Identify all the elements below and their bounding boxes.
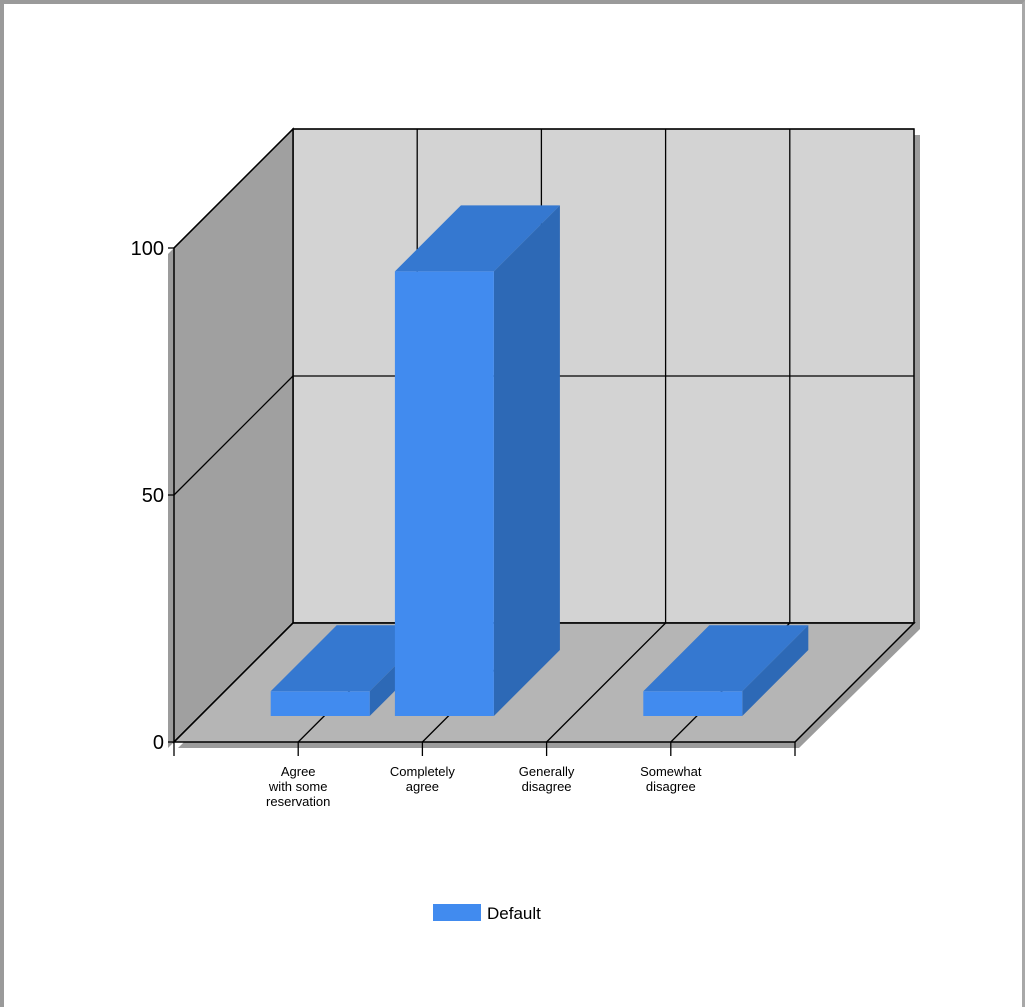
x-tick-label: Generally disagree xyxy=(519,764,575,794)
bar-front xyxy=(394,271,494,716)
gridline-side-100 xyxy=(173,128,294,249)
gridline-floor xyxy=(546,622,667,743)
bar-top xyxy=(643,625,809,692)
x-tick-label: Agree with some reservation xyxy=(266,764,330,809)
gridline-side-0 xyxy=(173,622,294,743)
bar-1 xyxy=(394,205,560,716)
bar-3 xyxy=(643,625,809,716)
legend-label: Default xyxy=(487,904,541,923)
legend-swatch xyxy=(433,904,481,921)
y-tick-label: 50 xyxy=(142,485,164,507)
bar-front xyxy=(643,691,743,716)
bar-top xyxy=(270,625,436,692)
bar-side xyxy=(742,625,809,716)
y-tick-label: 100 xyxy=(131,238,164,260)
y-tick-label: 0 xyxy=(153,732,164,754)
bar-front xyxy=(270,691,370,716)
axes xyxy=(168,247,796,756)
legend: Default xyxy=(433,904,541,923)
bar-top xyxy=(394,205,560,272)
x-tick-label: Somewhat disagree xyxy=(640,764,702,794)
gridline-side-50 xyxy=(173,375,294,496)
x-tick-label: Completely agree xyxy=(390,764,456,794)
tick-labels: 0 50 100 Agree with some reservation Completel… xyxy=(131,238,702,809)
bars xyxy=(270,205,809,716)
bar-side xyxy=(493,205,560,716)
